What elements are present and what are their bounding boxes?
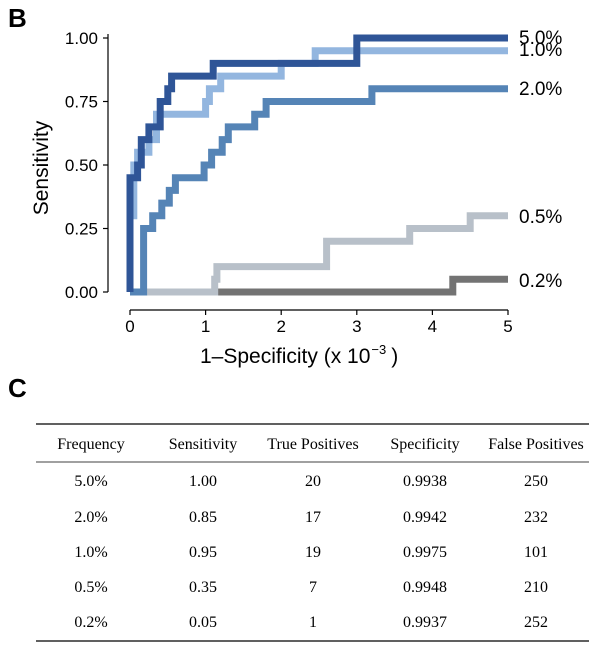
x-tick-label: 4 (428, 317, 437, 336)
table-cell: 2.0% (74, 509, 107, 526)
series-line-5-0pct (126, 34, 508, 292)
series-end-label: 5.0% (519, 28, 562, 49)
results-table: Frequency Sensitivity True Positives Specif… (36, 423, 589, 642)
y-tick-label: 1.00 (65, 29, 98, 48)
x-axis-title-exponent: −3 (371, 342, 386, 357)
table-row: 1.0% 0.95 19 0.9975 101 (74, 544, 548, 561)
table-cell: 232 (524, 509, 548, 526)
table-cell: 0.05 (189, 614, 217, 631)
series-line-2-0pct (130, 85, 508, 296)
y-axis-title: Sensitivity (30, 120, 53, 215)
table-row: 0.2% 0.05 1 0.9937 252 (74, 614, 548, 631)
table-header-cell: False Positives (488, 436, 584, 453)
table-cell: 5.0% (74, 473, 107, 490)
table-cell: 1.00 (189, 473, 217, 490)
table-cell: 0.9938 (403, 473, 447, 490)
table-header-cell: True Positives (267, 436, 358, 453)
y-tick-label: 0.25 (65, 220, 98, 239)
y-tick-label: 0.50 (65, 156, 98, 175)
table-cell: 19 (305, 544, 321, 561)
table-row: 0.5% 0.35 7 0.9948 210 (74, 579, 548, 596)
table-row: 2.0% 0.85 17 0.9942 232 (74, 509, 548, 526)
roc-chart: 0.00 0.25 0.50 0.75 1.00 0 1 2 3 4 5 5.0%1.0% 2.0% 0… (30, 28, 562, 368)
panel-c-letter: C (8, 373, 27, 403)
table-header: Frequency Sensitivity True Positives Specif… (57, 436, 584, 453)
table-row: 5.0% 1.00 20 0.9938 250 (74, 473, 548, 490)
table-cell: 0.9937 (403, 614, 447, 631)
series-end-label: 0.5% (519, 207, 562, 228)
table-cell: 20 (305, 473, 321, 490)
table-cell: 0.9948 (403, 579, 447, 596)
y-tick-label: 0.00 (65, 283, 98, 302)
table-cell: 250 (524, 473, 548, 490)
x-tick-label: 5 (503, 317, 512, 336)
table-cell: 0.9975 (403, 544, 447, 561)
table-cell: 0.95 (189, 544, 217, 561)
x-tick-label: 0 (125, 317, 134, 336)
table-cell: 0.2% (74, 614, 107, 631)
table-header-cell: Specificity (390, 436, 459, 453)
series-end-label: 2.0% (519, 79, 562, 100)
table-cell: 0.5% (74, 579, 107, 596)
x-tick-label: 3 (352, 317, 361, 336)
series-end-label: 0.2% (519, 271, 562, 292)
table-cell: 1 (309, 614, 317, 631)
table-cell: 252 (524, 614, 548, 631)
table-cell: 0.9942 (403, 509, 447, 526)
table-cell: 101 (524, 544, 548, 561)
table-cell: 17 (305, 509, 321, 526)
panel-b-letter: B (8, 3, 27, 33)
x-tick-label: 1 (201, 317, 210, 336)
table-header-cell: Sensitivity (169, 436, 237, 453)
y-tick-label: 0.75 (65, 93, 98, 112)
series-end-label: 1.0% (519, 40, 562, 61)
table-header-cell: Frequency (57, 436, 125, 453)
table-cell: 210 (524, 579, 548, 596)
table-cell: 1.0% (74, 544, 107, 561)
x-tick-label: 2 (276, 317, 285, 336)
table-cell: 0.85 (189, 509, 217, 526)
x-axis-title-main: 1–Specificity (x 10 (200, 345, 370, 368)
x-axis-title-close: ) (391, 345, 398, 368)
table-cell: 7 (309, 579, 317, 596)
series-line-0-2pct (130, 275, 508, 296)
series-line-0-5pct (130, 212, 508, 296)
table-cell: 0.35 (189, 579, 217, 596)
x-axis-title: 1–Specificity (x 10−3) (200, 342, 398, 368)
series-label-layer: 5.0%1.0% 2.0% 0.5% 0.2% (519, 28, 562, 292)
series-layer (126, 34, 508, 296)
chart-axes: 0.00 0.25 0.50 0.75 1.00 0 1 2 3 4 5 (65, 29, 513, 336)
